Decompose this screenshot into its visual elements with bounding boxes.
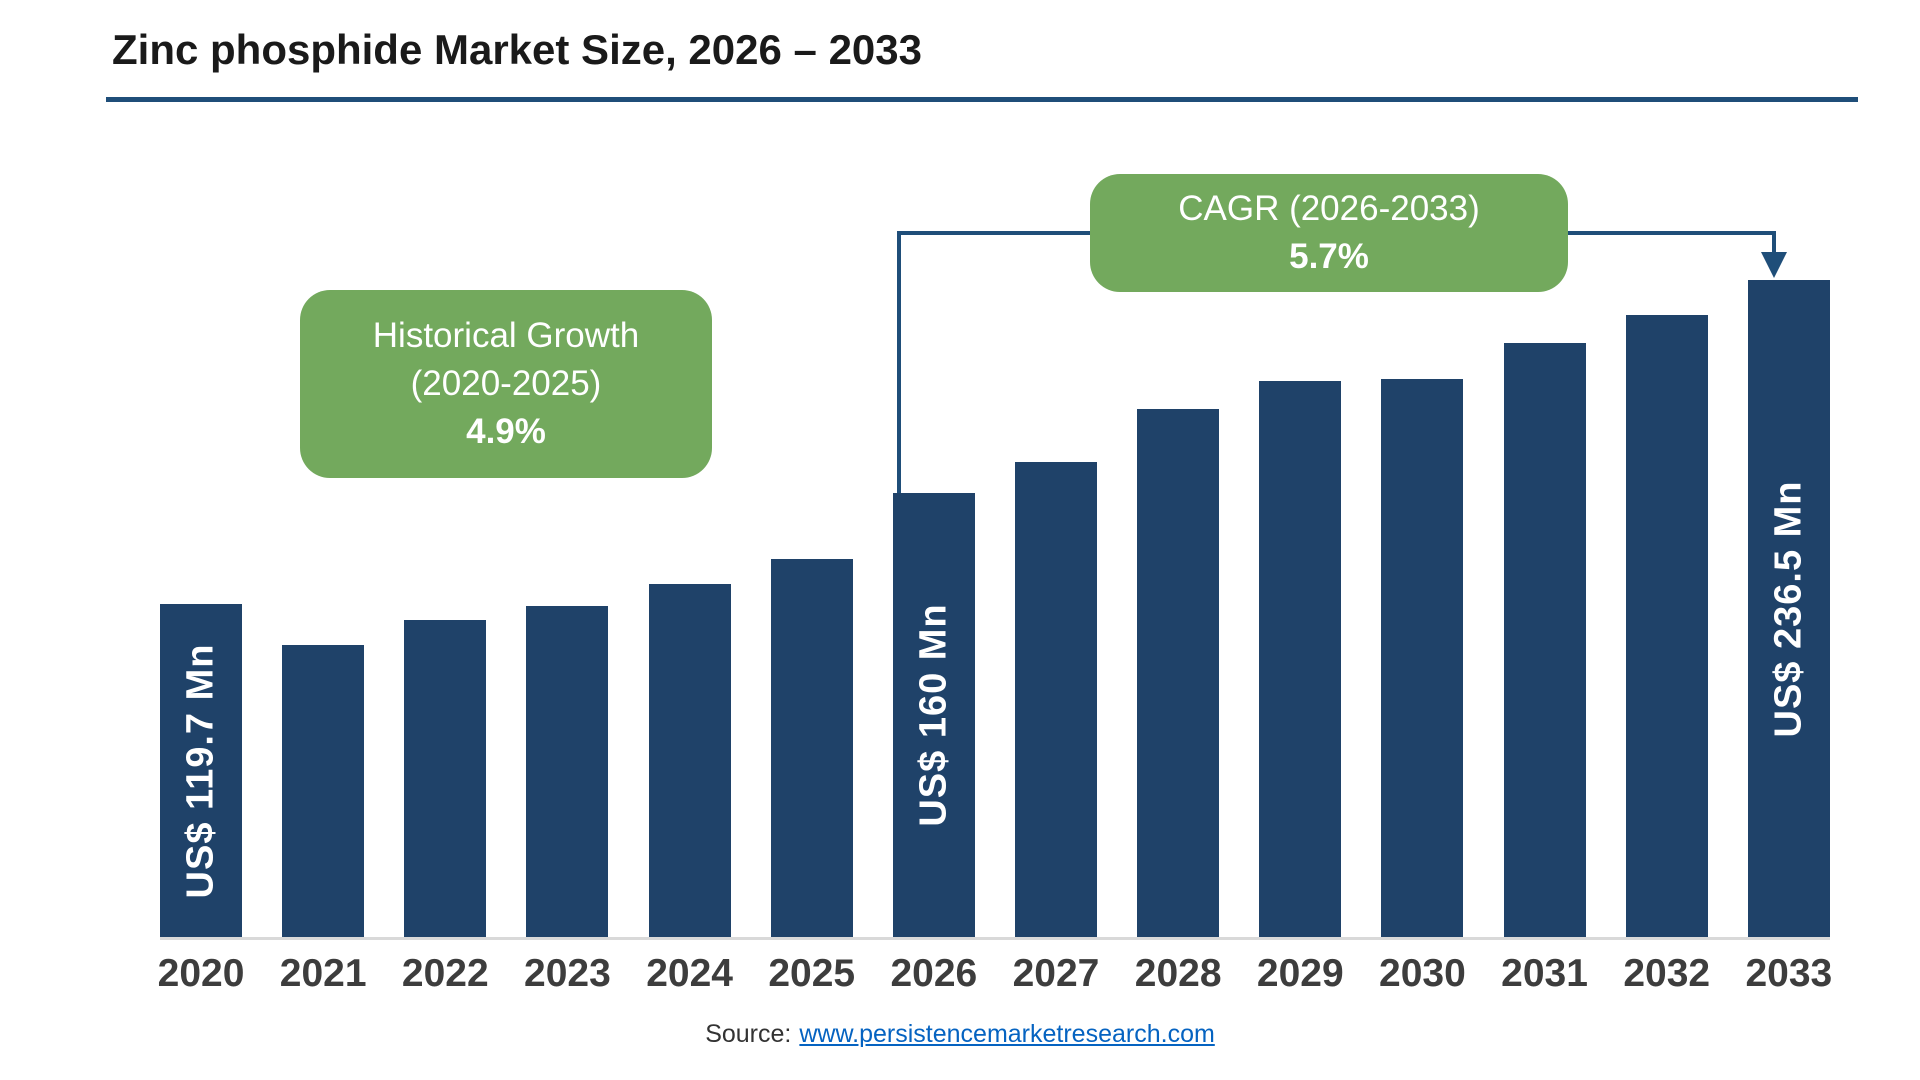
cagr-callout: CAGR (2026-2033) 5.7% (1090, 174, 1568, 292)
bar-2024 (648, 584, 731, 937)
plot-area: US$ 119.7 Mn US$ 160 Mn US$ 236.5 Mn (160, 258, 1830, 940)
x-axis-label-2027: 2027 (1012, 952, 1100, 995)
bar-2027 (1014, 462, 1097, 937)
historical-growth-value: 4.9% (466, 412, 546, 452)
source-line: Source: www.persistencemarketresearch.com (0, 1020, 1920, 1049)
x-axis: 2020 2021 2022 2023 2024 2025 2026 2027 2028 2029… (157, 952, 1833, 996)
bar-2025 (770, 559, 853, 937)
x-axis-label-2028: 2028 (1134, 952, 1222, 995)
x-axis-label-2023: 2023 (524, 952, 611, 995)
bar-2026: US$ 160 Mn (892, 493, 975, 937)
bar-2031 (1503, 343, 1586, 937)
x-axis-label-2031: 2031 (1501, 952, 1588, 995)
bar-2020: US$ 119.7 Mn (160, 604, 242, 937)
x-axis-label-2025: 2025 (768, 952, 856, 995)
bar-2033: US$ 236.5 Mn (1747, 280, 1830, 937)
x-axis-label-2033: 2033 (1745, 952, 1833, 995)
cagr-value: 5.7% (1289, 237, 1369, 276)
x-axis-label-2030: 2030 (1379, 952, 1466, 995)
x-axis-label-2029: 2029 (1256, 952, 1344, 995)
bar-2028 (1137, 409, 1220, 937)
bar-value-label-2033: US$ 236.5 Mn (1767, 480, 1810, 737)
bar-2030 (1381, 379, 1464, 937)
bar-value-label-2020: US$ 119.7 Mn (179, 643, 222, 898)
x-axis-label-2024: 2024 (646, 952, 733, 995)
source-link[interactable]: www.persistencemarketresearch.com (799, 1020, 1215, 1048)
source-prefix: Source: (705, 1020, 792, 1048)
bar-value-label-2026: US$ 160 Mn (912, 603, 955, 827)
historical-growth-line2: (2020-2025) (410, 363, 602, 403)
bar-2032 (1625, 315, 1708, 937)
historical-growth-line1: Historical Growth (372, 315, 640, 355)
x-axis-label-2026: 2026 (890, 952, 978, 995)
page-title: Zinc phosphide Market Size, 2026 – 2033 (112, 26, 922, 73)
bar-2023 (526, 606, 609, 937)
title-underline-rule (106, 97, 1858, 102)
bar-2022 (404, 620, 487, 937)
x-axis-label-2022: 2022 (401, 952, 489, 995)
x-axis-label-2021: 2021 (279, 952, 367, 995)
bar-2021 (282, 645, 365, 937)
x-axis-label-2020: 2020 (157, 952, 245, 995)
bar-2029 (1259, 381, 1342, 937)
historical-growth-callout: Historical Growth (2020-2025) 4.9% (300, 290, 712, 478)
cagr-line1: CAGR (2026-2033) (1178, 188, 1480, 228)
x-axis-label-2032: 2032 (1623, 952, 1711, 995)
